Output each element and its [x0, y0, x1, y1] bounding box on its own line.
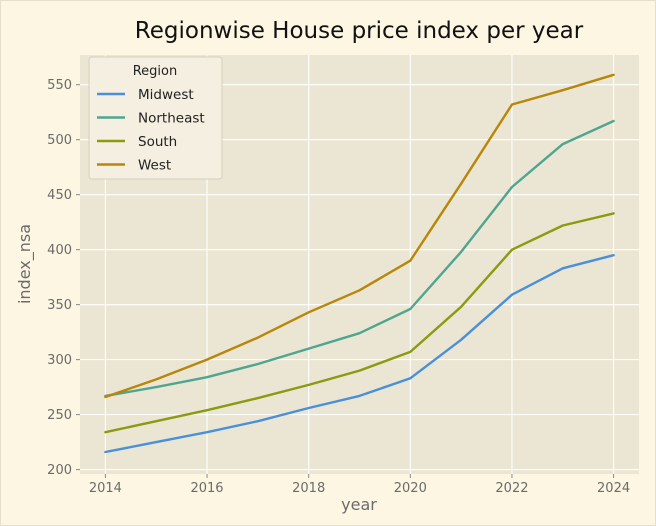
legend-label-northeast: Northeast: [138, 111, 205, 127]
y-tick-label: 400: [47, 243, 72, 258]
series-line-midwest: [104, 253, 615, 454]
legend-label-west: West: [138, 158, 171, 174]
series-line-northeast: [104, 119, 615, 398]
y-tick-label: 200: [47, 463, 72, 478]
y-tick-label: 500: [47, 133, 72, 148]
series-lines: [104, 73, 615, 454]
legend-box: [88, 56, 223, 180]
series-line-south: [104, 212, 615, 434]
y-tick-label: 550: [47, 78, 72, 93]
y-tick-label: 350: [47, 298, 72, 313]
x-tick-label: 2020: [394, 481, 427, 496]
x-tick-label: 2024: [597, 481, 630, 496]
x-tick-label: 2018: [292, 481, 325, 496]
x-tick-label: 2022: [495, 481, 528, 496]
chart-title: Regionwise House price index per year: [135, 18, 584, 44]
y-tick-label: 450: [47, 188, 72, 203]
gridlines: [80, 55, 639, 474]
legend-label-midwest: Midwest: [138, 87, 194, 103]
x-axis-label: year: [341, 495, 377, 514]
x-tick-label: 2014: [89, 481, 122, 496]
axis-ticks: 2014 2016 2018 2020 2022 2024 200 250 300 350 400 4…: [47, 78, 630, 496]
legend: Region Midwest Northeast South West: [88, 56, 223, 180]
x-tick-label: 2016: [190, 481, 223, 496]
series-line-west: [104, 73, 615, 399]
legend-title: Region: [133, 64, 178, 79]
y-axis-label: index_nsa: [15, 224, 35, 304]
y-tick-label: 300: [47, 353, 72, 368]
legend-label-south: South: [138, 134, 177, 150]
y-tick-label: 250: [47, 408, 72, 423]
